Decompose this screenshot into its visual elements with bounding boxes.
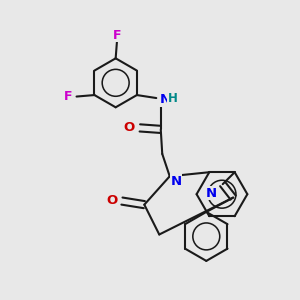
Text: O: O xyxy=(106,194,117,207)
Text: N: N xyxy=(206,187,217,200)
Text: F: F xyxy=(64,90,73,103)
Text: N: N xyxy=(170,175,182,188)
Text: F: F xyxy=(113,28,122,41)
Text: O: O xyxy=(123,121,134,134)
Text: H: H xyxy=(168,92,178,105)
Text: N: N xyxy=(159,93,170,106)
